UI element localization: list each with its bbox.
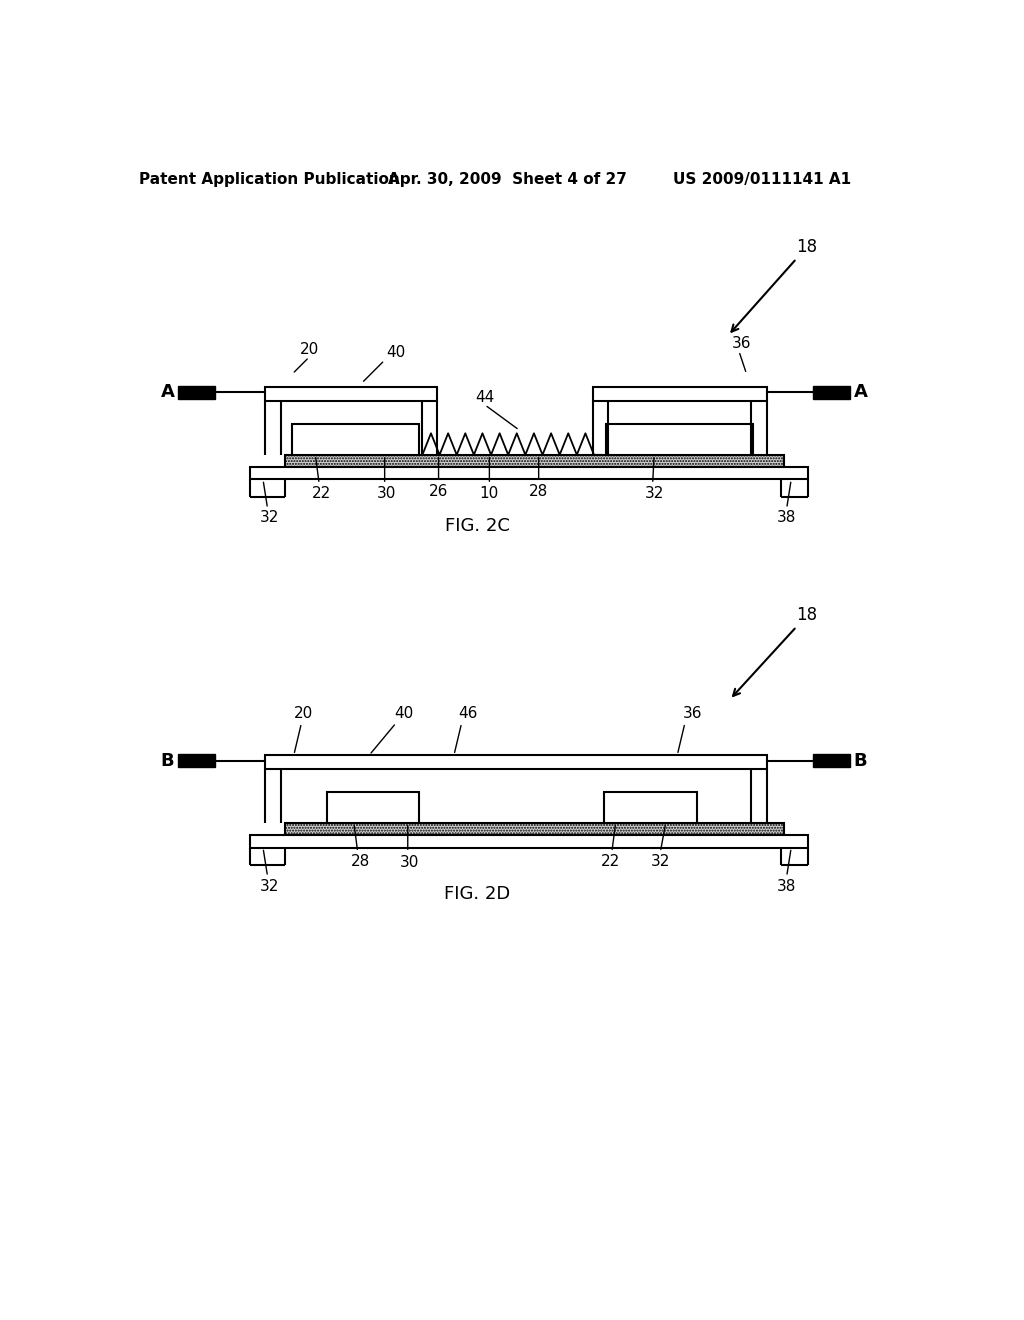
Bar (285, 822, 783, 836)
Bar (265, 387, 437, 401)
Text: Patent Application Publication: Patent Application Publication (139, 172, 399, 186)
Text: 32: 32 (650, 854, 670, 869)
Text: 36: 36 (683, 706, 702, 721)
Text: 22: 22 (312, 486, 331, 500)
Text: 32: 32 (644, 486, 664, 500)
Bar (178, 387, 215, 399)
Bar (327, 792, 419, 822)
Bar (604, 792, 696, 822)
Text: 28: 28 (350, 854, 370, 869)
Bar (285, 455, 783, 467)
Text: Apr. 30, 2009  Sheet 4 of 27: Apr. 30, 2009 Sheet 4 of 27 (388, 172, 628, 186)
Text: FIG. 2D: FIG. 2D (444, 884, 510, 903)
Text: 18: 18 (796, 606, 817, 624)
Text: 20: 20 (294, 706, 312, 721)
Text: 30: 30 (377, 486, 396, 500)
Text: 18: 18 (796, 238, 817, 256)
Bar (250, 467, 808, 479)
Text: A: A (854, 384, 867, 401)
Bar (606, 424, 753, 455)
Text: US 2009/0111141 A1: US 2009/0111141 A1 (673, 172, 851, 186)
Bar (813, 755, 850, 767)
Text: 22: 22 (601, 854, 620, 869)
Text: 38: 38 (777, 511, 797, 525)
Text: A: A (161, 384, 174, 401)
Text: 20: 20 (300, 342, 318, 356)
Text: 26: 26 (429, 483, 449, 499)
Text: B: B (161, 751, 174, 770)
Text: 28: 28 (529, 483, 548, 499)
Text: 40: 40 (387, 345, 406, 360)
Text: B: B (854, 751, 867, 770)
Text: 30: 30 (399, 855, 419, 870)
Text: FIG. 2C: FIG. 2C (444, 516, 510, 535)
Text: 46: 46 (458, 706, 477, 721)
Bar (292, 424, 419, 455)
Bar (178, 755, 215, 767)
Text: 36: 36 (731, 335, 751, 351)
Text: 32: 32 (259, 879, 279, 894)
Text: 10: 10 (480, 486, 499, 500)
Bar (265, 755, 767, 770)
Text: 32: 32 (259, 511, 279, 525)
Bar (250, 836, 808, 847)
Text: 44: 44 (475, 389, 495, 405)
Bar (813, 387, 850, 399)
Text: 38: 38 (777, 879, 797, 894)
Text: 40: 40 (394, 706, 414, 721)
Bar (593, 387, 767, 401)
